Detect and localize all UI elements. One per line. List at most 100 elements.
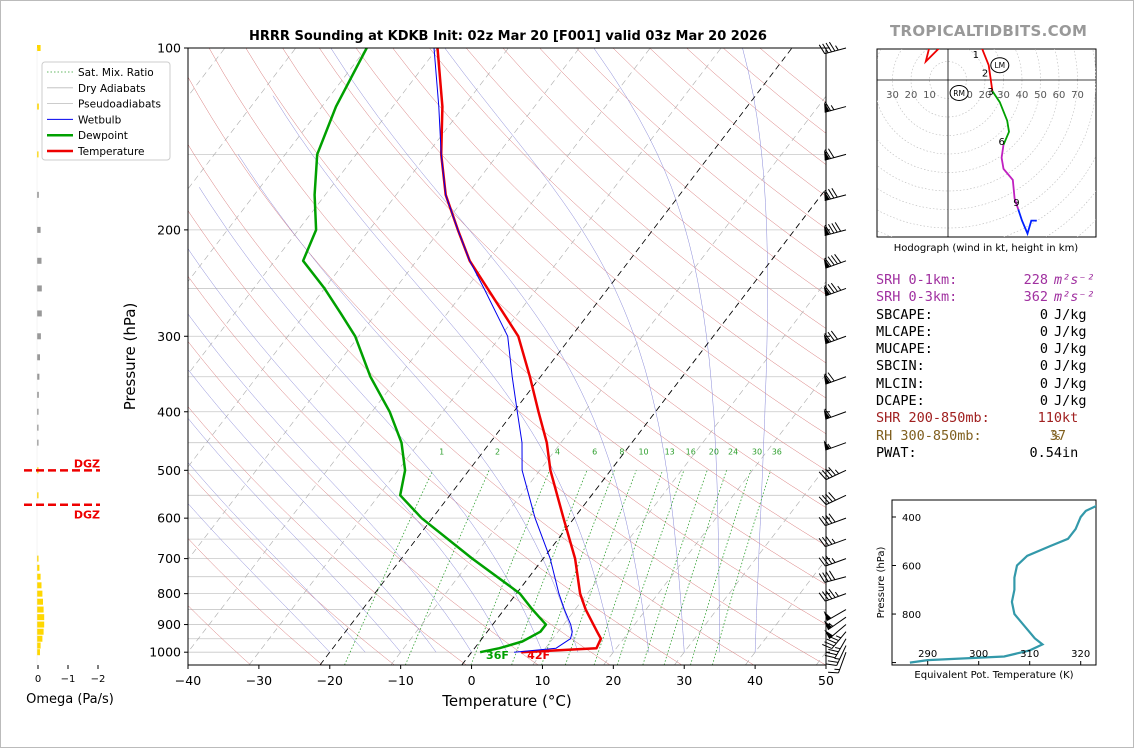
y-tick-label: 700: [157, 551, 181, 566]
skewt-legend: Sat. Mix. Ratio Dry Adiabats Pseudoadiabat…: [41, 61, 171, 161]
barb-pennant: [823, 258, 831, 269]
x-tick-label: −20: [317, 673, 343, 688]
barb-staff: [825, 494, 847, 506]
stat-key: SRH 0-1km:: [876, 272, 958, 288]
barb-full: [828, 467, 836, 476]
hodograph-height-label: 6: [998, 137, 1004, 148]
theta-e-frame: [891, 499, 1097, 666]
stat-unit: J/kg: [1054, 306, 1087, 323]
stat-value: 37: [1049, 427, 1066, 444]
barb-full: [821, 515, 830, 525]
barb-pennant: [824, 102, 830, 113]
hodograph-height-label: 1: [973, 50, 979, 61]
stat-unit: m²s⁻²: [1054, 272, 1095, 288]
stat-key: MLCIN:: [876, 375, 925, 392]
dry-adiabat: [188, 76, 826, 665]
pseudo-adiabat: [330, 48, 650, 653]
y-tick-label: 900: [157, 617, 181, 632]
x-tick-label: −40: [175, 673, 201, 688]
barb-pennant: [824, 629, 833, 639]
pseudo-adiabat: [272, 95, 614, 653]
stat-row: SRH 0-1km: 228 m²s⁻²: [876, 272, 1106, 289]
barb-full: [827, 372, 835, 382]
barb-full: [818, 517, 826, 526]
barb-full: [828, 41, 836, 52]
stat-row: MLCIN: 0 J/kg: [876, 376, 1106, 393]
stats-panel: SRH 0-1km: 228 m²s⁻² SRH 0-3km: 362 m²s⁻² SBCA…: [876, 272, 1106, 462]
barb-half: [830, 105, 835, 111]
theta-e-profile: [909, 504, 1096, 664]
barb-full: [821, 591, 830, 601]
barb-full: [826, 638, 837, 644]
barb-half: [831, 538, 836, 544]
barb-full: [828, 513, 836, 523]
storm-motion-label: LM: [994, 61, 1005, 70]
barb-full: [825, 514, 833, 524]
barb-pennant: [823, 440, 831, 451]
stat-row: DCAPE: 0 J/kg: [876, 393, 1106, 410]
barb-pennant: [823, 333, 831, 344]
omega-bar: [37, 354, 40, 361]
stat-key: MUCAPE:: [876, 341, 933, 358]
y-tick-label: 400: [157, 404, 181, 419]
stat-unit: J/kg: [1054, 323, 1087, 340]
hodograph-ring-label: 20: [905, 90, 918, 101]
omega-bar: [37, 628, 44, 635]
barb-staff: [838, 652, 847, 674]
mixing-ratio-label: 20: [709, 447, 719, 456]
barb-half: [835, 647, 841, 650]
omega-bar: [37, 373, 40, 380]
omega-bar: [37, 492, 39, 499]
omega-bar: [37, 310, 42, 317]
barb-staff: [836, 645, 847, 666]
wind-barb: [818, 535, 847, 548]
mixing-ratio-line: [712, 470, 772, 665]
theta-e-y-tick-label: 600: [902, 562, 921, 573]
mixing-ratio-label: 24: [728, 447, 738, 456]
x-tick-label: 50: [818, 673, 834, 688]
dgz-label: DGZ: [74, 509, 100, 522]
legend-entry: Sat. Mix. Ratio: [78, 67, 154, 79]
barb-full: [830, 255, 838, 265]
barb-full: [825, 535, 833, 545]
stat-key: SBCIN:: [876, 358, 925, 375]
x-tick-label: −10: [387, 673, 413, 688]
y-tick-label: 1000: [149, 645, 181, 660]
wind-barb: [818, 467, 847, 481]
mixing-ratio-line: [690, 470, 752, 665]
stat-key: MLCAPE:: [876, 323, 933, 340]
omega-bar: [37, 614, 45, 621]
wind-barb: [823, 253, 847, 269]
barb-full: [831, 188, 838, 198]
mixing-ratio-label: 1: [439, 447, 444, 456]
stat-key: DCAPE:: [876, 393, 925, 410]
stat-row: PWAT: 0.54 in: [876, 445, 1106, 462]
stat-unit: J/kg: [1054, 341, 1087, 358]
stat-unit: J/kg: [1054, 375, 1087, 392]
barb-half: [834, 668, 840, 671]
mixing-ratio-line: [642, 470, 708, 665]
pseudo-adiabat: [593, 48, 720, 653]
barb-full: [834, 222, 842, 232]
omega-bar: [37, 555, 39, 562]
hodograph-caption: Hodograph (wind in kt, height in km): [894, 243, 1079, 254]
dry-adiabat: [355, 48, 826, 471]
profile-dewpoint: [301, 48, 548, 654]
barb-full: [831, 223, 838, 233]
pseudo-adiabat: [188, 462, 366, 653]
x-axis-label: Temperature (°C): [441, 692, 571, 710]
hodograph-plot: 3020101020304050607012369LMRM: [877, 49, 1096, 237]
stat-unit: in: [1062, 444, 1079, 461]
barb-full: [818, 557, 826, 567]
profile-wetbulb: [433, 48, 573, 653]
omega-bar: [37, 621, 45, 628]
hodograph-height-label: 3: [987, 87, 993, 98]
barb-full: [828, 223, 835, 234]
surface-temperature-label: 42F: [527, 649, 550, 662]
omega-bar: [37, 564, 40, 571]
dry-adiabat: [188, 471, 395, 665]
barb-staff: [825, 538, 847, 548]
wind-barb: [826, 645, 847, 666]
stat-value: 0.54: [1029, 444, 1062, 461]
pseudo-adiabat: [188, 417, 401, 653]
